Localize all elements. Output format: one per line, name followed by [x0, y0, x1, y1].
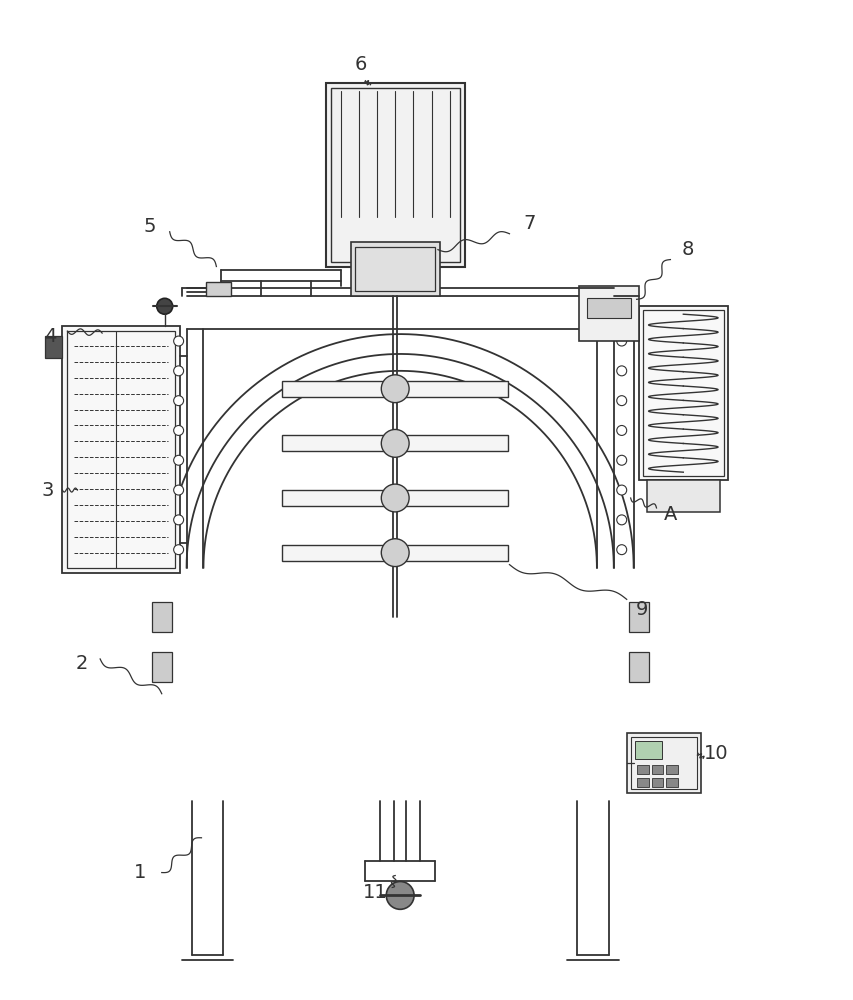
Circle shape [380, 539, 409, 567]
Bar [638, 306, 727, 480]
Bar [628, 602, 647, 632]
Circle shape [616, 455, 626, 465]
Circle shape [380, 429, 409, 457]
Bar [398, 545, 508, 561]
Text: 11: 11 [363, 883, 387, 902]
Bar [635, 778, 647, 787]
Bar [628, 652, 647, 682]
Bar [665, 765, 677, 774]
Bar [641, 310, 723, 476]
Circle shape [173, 366, 183, 376]
Text: 4: 4 [44, 327, 56, 346]
Bar [355, 247, 434, 291]
Bar [635, 765, 647, 774]
Bar [578, 286, 638, 341]
Circle shape [380, 484, 409, 512]
Circle shape [173, 515, 183, 525]
Circle shape [616, 366, 626, 376]
Bar [398, 435, 508, 451]
Bar [67, 331, 175, 568]
Circle shape [380, 375, 409, 403]
Bar [325, 83, 464, 267]
Bar [62, 326, 179, 573]
Circle shape [173, 396, 183, 406]
Circle shape [157, 298, 172, 314]
Bar [626, 733, 700, 793]
Bar [651, 778, 663, 787]
Bar [281, 435, 391, 451]
Circle shape [616, 485, 626, 495]
Circle shape [173, 455, 183, 465]
Text: A: A [663, 505, 676, 524]
Circle shape [173, 425, 183, 435]
Bar [398, 490, 508, 506]
Bar [281, 490, 391, 506]
Bar [281, 545, 391, 561]
Bar [665, 778, 677, 787]
Text: 5: 5 [143, 217, 156, 236]
Text: 3: 3 [41, 481, 54, 500]
Text: 9: 9 [635, 600, 647, 619]
Bar [330, 88, 459, 262]
Text: 8: 8 [682, 240, 693, 259]
Circle shape [616, 425, 626, 435]
Text: 2: 2 [76, 654, 89, 673]
Text: 10: 10 [703, 744, 728, 763]
Bar [398, 381, 508, 397]
Bar [350, 242, 439, 296]
Bar [281, 381, 391, 397]
Bar [646, 480, 719, 512]
Bar [630, 737, 696, 789]
Circle shape [173, 545, 183, 555]
Bar [634, 741, 662, 759]
Bar [206, 282, 231, 296]
Text: 6: 6 [354, 55, 366, 74]
Text: 7: 7 [523, 214, 535, 233]
Bar [152, 602, 171, 632]
Circle shape [616, 336, 626, 346]
Bar [586, 298, 630, 318]
Text: 1: 1 [134, 863, 146, 882]
Circle shape [173, 336, 183, 346]
Circle shape [616, 545, 626, 555]
Bar [651, 765, 663, 774]
Bar [152, 652, 171, 682]
Circle shape [616, 515, 626, 525]
Circle shape [386, 882, 414, 909]
Circle shape [616, 396, 626, 406]
Circle shape [173, 485, 183, 495]
Bar [44, 336, 62, 358]
